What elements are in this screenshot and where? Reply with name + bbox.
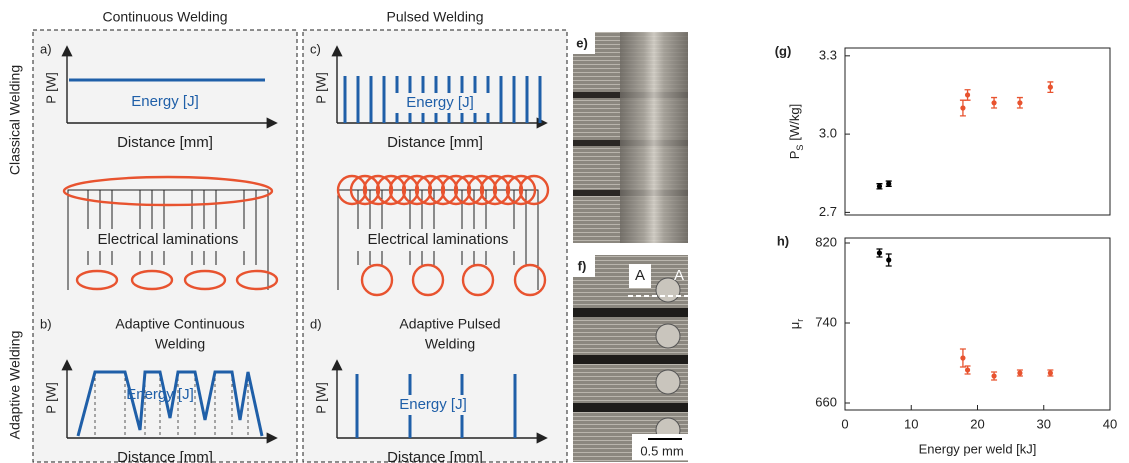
point (1017, 370, 1022, 375)
y-tick-label: 3.3 (819, 47, 837, 62)
point (965, 367, 970, 372)
row-title: Adaptive Welding (7, 331, 23, 440)
row-title: Classical Welding (7, 65, 23, 175)
point (991, 100, 996, 105)
x-tick-label: 40 (1103, 416, 1117, 431)
point (886, 181, 891, 186)
energy-label: Energy [J] (406, 94, 474, 111)
y-tick-label: 740 (815, 314, 837, 329)
point (877, 184, 882, 189)
panel-title: Adaptive Continuous (115, 316, 244, 332)
y-label: P [W] (313, 72, 328, 104)
y-label: P [W] (43, 72, 58, 104)
point (1048, 85, 1053, 90)
panel-label: (g) (775, 43, 792, 58)
x-label: Distance [mm] (117, 134, 213, 151)
photo: f) A A 0.5 mm (573, 255, 688, 462)
y-label: P [W] (313, 382, 328, 414)
point (960, 105, 965, 110)
photo: e) (573, 32, 688, 243)
section-mark: A (635, 267, 645, 284)
panel-label: c) (310, 41, 321, 56)
plot-frame (845, 48, 1110, 215)
panel-title: Welding (155, 336, 205, 352)
laminations-label: Electrical laminations (368, 231, 509, 248)
x-label: Energy per weld [kJ] (919, 441, 1037, 456)
y-label-main: μ (787, 322, 802, 330)
plot-frame (845, 238, 1110, 410)
panel-label: h) (777, 233, 789, 248)
point (886, 257, 891, 262)
point (960, 355, 965, 360)
panel-title: Welding (425, 336, 475, 352)
x-label: Distance [mm] (387, 134, 483, 151)
y-label-main: P (787, 151, 802, 160)
point (1048, 370, 1053, 375)
y-label: P [W] (43, 382, 58, 414)
point (877, 250, 882, 255)
x-label: Distance [mm] (387, 449, 483, 463)
point (991, 373, 996, 378)
panel-label: f) (578, 258, 587, 273)
column-title: Pulsed Welding (386, 9, 483, 25)
panel-label: d) (310, 316, 322, 331)
x-tick-label: 0 (841, 416, 848, 431)
panel-label: a) (40, 41, 52, 56)
panel-label: e) (576, 35, 588, 50)
y-tick-label: 2.7 (819, 204, 837, 219)
x-tick-label: 10 (904, 416, 918, 431)
y-tick-label: 660 (815, 394, 837, 409)
scale-bar: 0.5 mm (640, 443, 683, 458)
y-label: PS [W/kg] (787, 104, 805, 160)
y-label-sub: S (795, 145, 805, 151)
y-tick-label: 3.0 (819, 126, 837, 141)
figure: Continuous Welding Pulsed Welding Classi… (0, 0, 1129, 463)
section-mark: A (674, 267, 684, 284)
y-label-sub: r (795, 319, 805, 322)
x-tick-label: 30 (1037, 416, 1051, 431)
y-tick-label: 820 (815, 234, 837, 249)
energy-label: Energy [J] (131, 93, 199, 110)
y-label: μr (787, 319, 805, 330)
panel-label: b) (40, 316, 52, 331)
energy-label: Energy [J] (126, 386, 194, 403)
point (965, 92, 970, 97)
column-title: Continuous Welding (102, 9, 227, 25)
panel-title: Adaptive Pulsed (399, 316, 500, 332)
y-label-unit: [W/kg] (787, 104, 802, 141)
x-tick-label: 20 (970, 416, 984, 431)
x-label: Distance [mm] (117, 449, 213, 463)
point (1017, 100, 1022, 105)
energy-label: Energy [J] (399, 396, 467, 413)
laminations-label: Electrical laminations (98, 231, 239, 248)
